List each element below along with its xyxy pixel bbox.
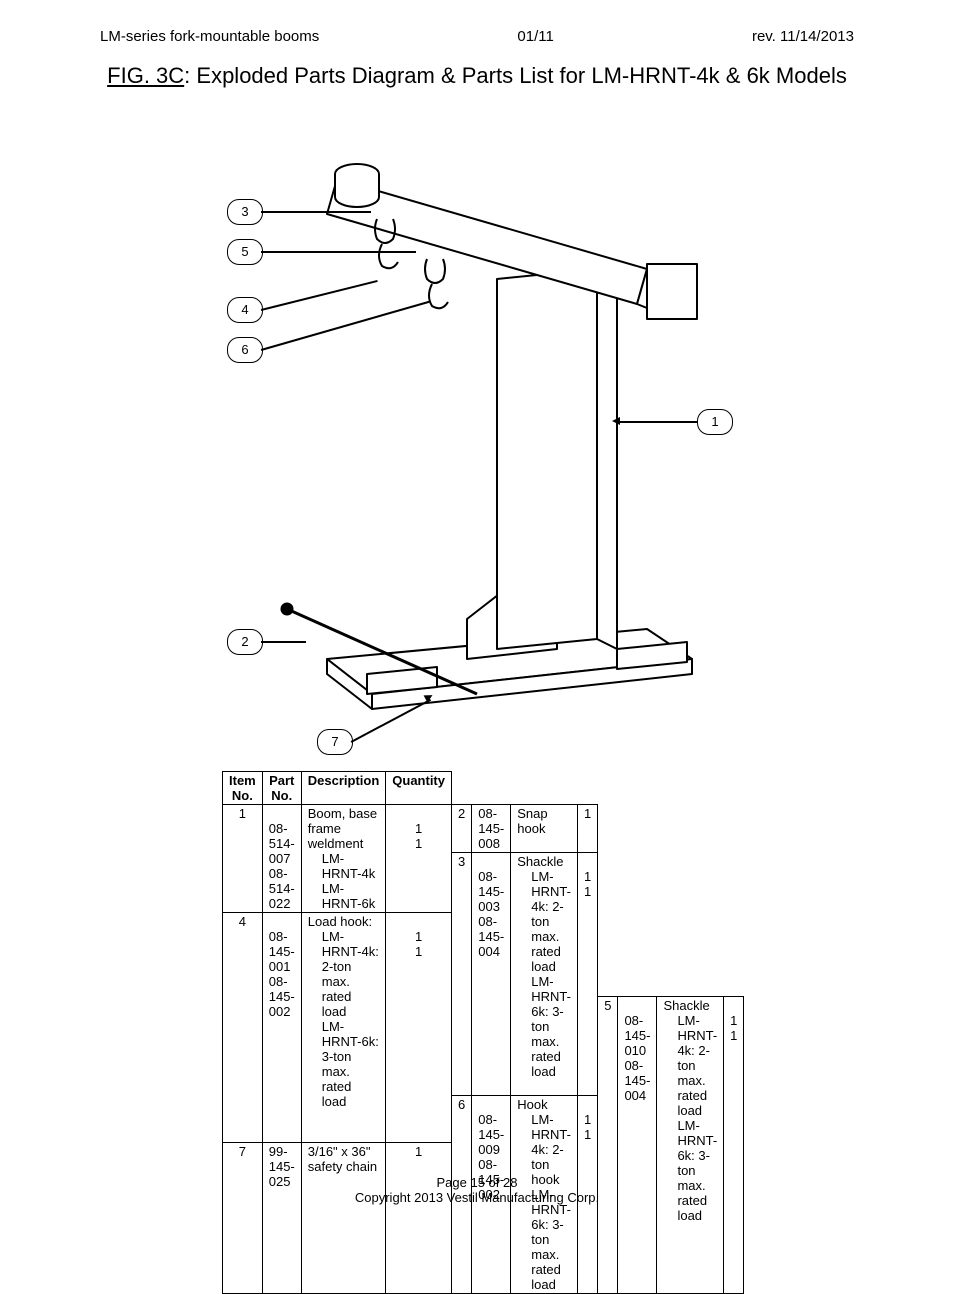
callout-3: 3 — [227, 199, 263, 225]
page-footer: Page 15 of 28 Copyright 2013 Vestil Manu… — [0, 1175, 954, 1205]
cell-quantity: 11 — [724, 997, 744, 1294]
leader-1 — [617, 421, 697, 423]
header-left: LM-series fork-mountable booms — [100, 28, 319, 45]
cell-part-no: 99-145-025 — [262, 1143, 301, 1294]
title-rest: : Exploded Parts Diagram & Parts List fo… — [184, 63, 847, 88]
cell-quantity: 1 — [577, 805, 597, 853]
exploded-diagram: 3 5 4 6 1 2 7 — [217, 119, 737, 759]
callout-2: 2 — [227, 629, 263, 655]
cell-item-no: 7 — [223, 1143, 263, 1294]
cell-item-no: 1 — [223, 805, 263, 913]
parts-table-wrap: Item No. Part No. Description Quantity 1… — [222, 771, 732, 1294]
table-header-row: Item No. Part No. Description Quantity — [223, 772, 744, 805]
cell-quantity: 11 — [386, 913, 452, 1143]
callout-1: 1 — [697, 409, 733, 435]
header-right: rev. 11/14/2013 — [752, 28, 854, 45]
cell-description: 3/16" x 36" safety chain — [301, 1143, 386, 1294]
header-center: 01/11 — [517, 28, 553, 45]
leader-2 — [261, 641, 306, 643]
col-quantity: Quantity — [386, 772, 452, 805]
cell-part-no: 08-145-01008-145-004 — [618, 997, 657, 1294]
boom-svg — [217, 119, 737, 759]
cell-description: Load hook:LM-HRNT-4k: 2-ton max. rated l… — [301, 913, 386, 1143]
page-header: LM-series fork-mountable booms 01/11 rev… — [100, 28, 854, 45]
leader-3 — [261, 211, 371, 213]
cell-part-no: 08-145-008 — [472, 805, 511, 853]
callout-7: 7 — [317, 729, 353, 755]
arrow-1 — [612, 417, 620, 425]
callout-4: 4 — [227, 297, 263, 323]
cell-quantity: 1 — [386, 1143, 452, 1294]
cell-quantity: 11 — [386, 805, 452, 913]
callout-6: 6 — [227, 337, 263, 363]
col-part-no: Part No. — [262, 772, 301, 805]
col-description: Description — [301, 772, 386, 805]
page-title: FIG. 3C: Exploded Parts Diagram & Parts … — [100, 63, 854, 89]
document-page: LM-series fork-mountable booms 01/11 rev… — [0, 0, 954, 1235]
footer-copyright: Copyright 2013 Vestil Manufacturing Corp… — [0, 1190, 954, 1205]
cell-item-no: 5 — [598, 997, 618, 1294]
cell-description: Snap hook — [511, 805, 578, 853]
figure-number: FIG. 3C — [107, 63, 184, 88]
cell-part-no: 08-145-00308-145-004 — [472, 853, 511, 1096]
footer-page: Page 15 of 28 — [0, 1175, 954, 1190]
parts-table: Item No. Part No. Description Quantity 1… — [222, 771, 744, 1294]
leader-5 — [261, 251, 416, 253]
cell-item-no: 3 — [452, 853, 472, 1096]
callout-5: 5 — [227, 239, 263, 265]
col-item-no: Item No. — [223, 772, 263, 805]
cell-description: ShackleLM-HRNT-4k: 2-ton max. rated load… — [657, 997, 724, 1294]
cell-quantity: 11 — [577, 853, 597, 1096]
cell-item-no: 2 — [452, 805, 472, 853]
cell-part-no: 08-145-00108-145-002 — [262, 913, 301, 1143]
cell-description: Boom, base frame weldmentLM-HRNT-4kLM-HR… — [301, 805, 386, 913]
cell-part-no: 08-514-00708-514-022 — [262, 805, 301, 913]
cell-description: ShackleLM-HRNT-4k: 2-ton max. rated load… — [511, 853, 578, 1096]
cell-item-no: 4 — [223, 913, 263, 1143]
